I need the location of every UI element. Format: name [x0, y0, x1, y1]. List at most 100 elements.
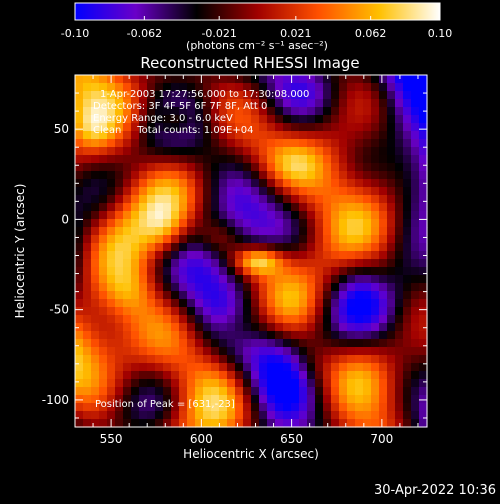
heatmap-cell	[171, 91, 180, 100]
heatmap-cell	[267, 99, 276, 108]
heatmap-cell	[203, 331, 212, 340]
heatmap-cell	[235, 227, 244, 236]
heatmap-cell	[307, 339, 316, 348]
heatmap-cell	[331, 299, 340, 308]
heatmap-cell	[99, 267, 108, 276]
heatmap-cell	[163, 267, 172, 276]
heatmap-cell	[83, 171, 92, 180]
heatmap-cell	[283, 75, 292, 84]
heatmap-cell	[371, 147, 380, 156]
heatmap-cell	[347, 227, 356, 236]
heatmap-cell	[195, 323, 204, 332]
heatmap-cell	[307, 227, 316, 236]
heatmap-cell	[355, 163, 364, 172]
heatmap-cell	[347, 371, 356, 380]
heatmap-cell	[291, 307, 300, 316]
heatmap-cell	[267, 259, 276, 268]
heatmap-cell	[179, 411, 188, 420]
heatmap-cell	[99, 379, 108, 388]
heatmap-cell	[251, 243, 260, 252]
heatmap-cell	[235, 99, 244, 108]
heatmap-cell	[419, 355, 428, 364]
heatmap-cell	[411, 291, 420, 300]
heatmap-cell	[179, 363, 188, 372]
heatmap-cell	[283, 131, 292, 140]
heatmap-cell	[155, 331, 164, 340]
heatmap-cell	[211, 315, 220, 324]
heatmap-cell	[235, 339, 244, 348]
heatmap-cell	[323, 171, 332, 180]
heatmap-cell	[179, 387, 188, 396]
heatmap-cell	[147, 371, 156, 380]
heatmap-cell	[147, 203, 156, 212]
heatmap-cell	[243, 235, 252, 244]
heatmap-cell	[243, 387, 252, 396]
heatmap-cell	[227, 203, 236, 212]
heatmap-cell	[219, 131, 228, 140]
heatmap-cell	[403, 267, 412, 276]
heatmap-cell	[331, 123, 340, 132]
heatmap-cell	[123, 211, 132, 220]
heatmap-cell	[187, 315, 196, 324]
heatmap-cell	[179, 195, 188, 204]
heatmap-cell	[371, 99, 380, 108]
heatmap-cell	[91, 275, 100, 284]
heatmap-cell	[235, 235, 244, 244]
heatmap-cell	[283, 91, 292, 100]
heatmap-cell	[387, 355, 396, 364]
heatmap-cell	[107, 315, 116, 324]
heatmap-cell	[219, 291, 228, 300]
heatmap-cell	[315, 291, 324, 300]
heatmap-cell	[91, 179, 100, 188]
heatmap-cell	[155, 75, 164, 84]
heatmap-cell	[267, 411, 276, 420]
heatmap-cell	[147, 75, 156, 84]
heatmap-cell	[315, 235, 324, 244]
heatmap-cell	[163, 355, 172, 364]
heatmap-cell	[363, 131, 372, 140]
heatmap-cell	[123, 283, 132, 292]
heatmap-cell	[99, 171, 108, 180]
heatmap-cell	[123, 291, 132, 300]
heatmap-cell	[195, 115, 204, 124]
heatmap-cell	[147, 347, 156, 356]
heatmap-cell	[283, 267, 292, 276]
heatmap-cell	[147, 307, 156, 316]
heatmap-cell	[419, 259, 428, 268]
heatmap-cell	[155, 299, 164, 308]
heatmap-cell	[331, 315, 340, 324]
heatmap-cell	[203, 235, 212, 244]
heatmap-cell	[283, 339, 292, 348]
heatmap-cell	[203, 187, 212, 196]
heatmap-cell	[211, 107, 220, 116]
heatmap-cell	[243, 107, 252, 116]
heatmap-cell	[203, 203, 212, 212]
heatmap-cell	[195, 219, 204, 228]
heatmap-cell	[411, 83, 420, 92]
heatmap-cell	[83, 243, 92, 252]
heatmap-cell	[291, 203, 300, 212]
heatmap-cell	[227, 339, 236, 348]
heatmap-cell	[131, 227, 140, 236]
y-tick-label: 0	[61, 212, 69, 226]
heatmap-cell	[75, 163, 84, 172]
heatmap-cell	[147, 355, 156, 364]
heatmap-cell	[251, 147, 260, 156]
heatmap-cell	[371, 171, 380, 180]
heatmap-cell	[219, 195, 228, 204]
heatmap-cell	[115, 123, 124, 132]
heatmap-cell	[211, 339, 220, 348]
heatmap-cell	[163, 315, 172, 324]
heatmap-cell	[139, 243, 148, 252]
heatmap-cell	[371, 163, 380, 172]
heatmap-cell	[83, 131, 92, 140]
heatmap-cell	[179, 259, 188, 268]
heatmap-cell	[283, 123, 292, 132]
heatmap-cell	[315, 171, 324, 180]
heatmap-cell	[291, 243, 300, 252]
heatmap-cell	[411, 107, 420, 116]
heatmap-cell	[107, 235, 116, 244]
heatmap-cell	[363, 235, 372, 244]
heatmap-cell	[387, 307, 396, 316]
heatmap-cell	[115, 139, 124, 148]
